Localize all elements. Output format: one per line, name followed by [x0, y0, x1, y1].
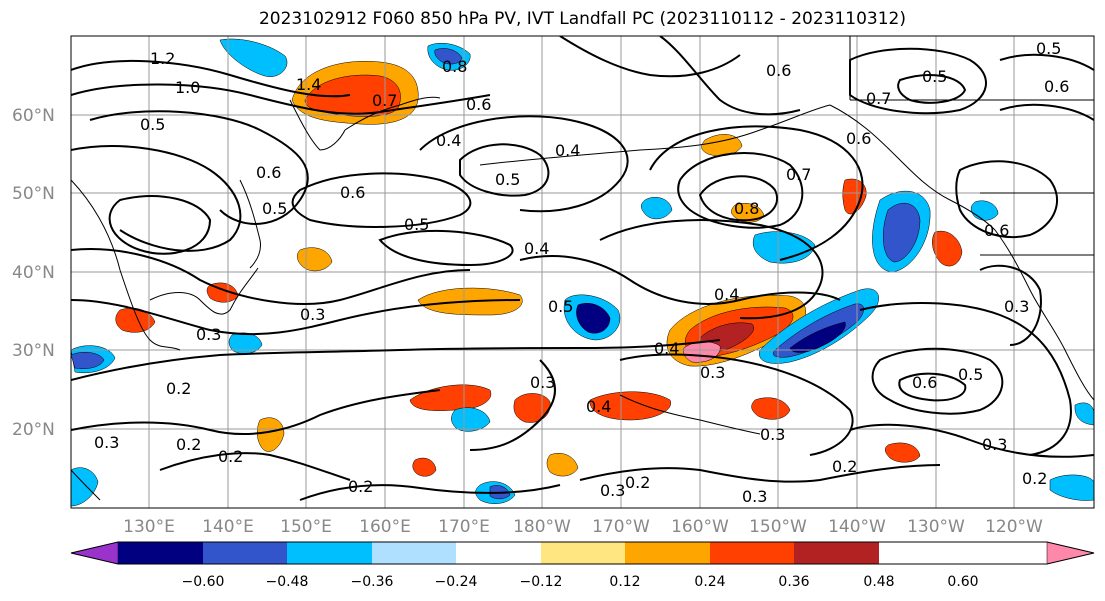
contour-label: 0.3	[982, 435, 1007, 454]
lon-label: 140°W	[828, 517, 886, 537]
longitude-labels: 130°E 140°E 150°E 160°E 170°E 180°W 170°…	[123, 517, 1043, 537]
contour-label: 0.2	[1022, 469, 1047, 488]
contour-label: 0.5	[262, 199, 287, 218]
pv-contours	[71, 36, 1094, 501]
colorbar-tick-label: 0.48	[863, 574, 894, 590]
contour-label: 0.6	[340, 183, 365, 202]
colorbar-tick-label: 0.12	[609, 574, 640, 590]
lon-label: 170°W	[592, 517, 650, 537]
contour-label: 0.6	[256, 163, 281, 182]
contour-label: 0.3	[1004, 297, 1029, 316]
latitude-labels: 60°N 50°N 40°N 30°N 20°N	[12, 106, 55, 440]
contour-label: 0.3	[196, 325, 221, 344]
contour-label: 0.3	[742, 487, 767, 506]
colorbar-segment	[710, 542, 794, 564]
colorbar-segment	[625, 542, 710, 564]
lon-label: 130°E	[123, 517, 175, 537]
lon-label: 120°W	[985, 517, 1043, 537]
lon-label: 160°E	[359, 517, 411, 537]
contour-label: 0.8	[442, 57, 467, 76]
contour-label: 1.2	[150, 49, 175, 68]
colorbar-segment	[794, 542, 879, 564]
lat-label: 40°N	[12, 263, 55, 283]
contour-label: 0.7	[372, 91, 397, 110]
colorbar-tick-label: −0.48	[266, 574, 309, 590]
contour-label: 0.2	[218, 447, 243, 466]
colorbar-segment	[287, 542, 372, 564]
contour-label: 0.3	[530, 373, 555, 392]
lat-label: 20°N	[12, 420, 55, 440]
contour-label: 0.5	[922, 67, 947, 86]
contour-label: 0.4	[586, 397, 611, 416]
colorbar-outline	[70, 541, 1095, 565]
contour-label: 0.6	[846, 129, 871, 148]
colorbar-segment	[541, 542, 625, 564]
lat-label: 30°N	[12, 341, 55, 361]
contour-label: 0.4	[436, 131, 461, 150]
grid-lines	[71, 36, 1094, 508]
contour-label: 0.5	[1036, 39, 1061, 58]
lon-label: 170°E	[438, 517, 490, 537]
contour-label: 0.2	[832, 457, 857, 476]
contour-label: 0.2	[166, 379, 191, 398]
contour-label: 1.0	[175, 78, 200, 97]
colorbar-min-extension	[70, 541, 119, 565]
colorbar-segment	[456, 542, 541, 564]
contour-label: 0.7	[866, 89, 891, 108]
contour-labels: 1.2 1.0 1.4 0.7 0.8 0.6 0.5 0.4 0.6 0.5 …	[94, 39, 1069, 506]
contour-label: 0.4	[714, 285, 739, 304]
contour-label: 0.5	[495, 170, 520, 189]
colorbar-tick-label: −0.60	[182, 574, 225, 590]
contour-label: 0.6	[1044, 77, 1069, 96]
colorbar-segment	[118, 542, 203, 564]
colorbar-tick-label: −0.36	[351, 574, 394, 590]
colorbar-tick-label: 0.24	[694, 574, 725, 590]
contour-label: 0.2	[625, 473, 650, 492]
contour-label: 0.4	[654, 339, 679, 358]
coastlines	[71, 36, 1094, 501]
contour-label: 0.4	[555, 141, 580, 160]
colorbar: −0.60 −0.48 −0.36 −0.24 −0.12 0.12 0.24 …	[70, 541, 1095, 590]
colorbar-max-extension	[1046, 541, 1095, 565]
lon-label: 130°W	[907, 517, 965, 537]
contour-label: 0.3	[94, 433, 119, 452]
lon-label: 150°E	[280, 517, 332, 537]
contour-label: 0.3	[760, 425, 785, 444]
lat-label: 50°N	[12, 184, 55, 204]
contour-label: 0.3	[700, 363, 725, 382]
lon-label: 180°W	[513, 517, 571, 537]
colorbar-tick-label: −0.24	[435, 574, 478, 590]
colorbar-segment	[372, 542, 456, 564]
contour-label: 0.8	[734, 199, 759, 218]
map-area: 1.2 1.0 1.4 0.7 0.8 0.6 0.5 0.4 0.6 0.5 …	[71, 36, 1094, 508]
contour-label: 0.6	[466, 95, 491, 114]
contour-label: 0.2	[176, 435, 201, 454]
contour-label: 0.3	[600, 481, 625, 500]
contour-label: 0.4	[524, 239, 549, 258]
colorbar-segment	[203, 542, 287, 564]
contour-label: 0.2	[348, 477, 373, 496]
contour-label: 0.5	[140, 115, 165, 134]
lon-label: 150°W	[749, 517, 807, 537]
colorbar-tick-label: −0.12	[520, 574, 563, 590]
contour-label: 0.3	[300, 305, 325, 324]
contour-label: 0.6	[912, 373, 937, 392]
lon-label: 160°W	[671, 517, 729, 537]
colorbar-tick-label: 0.36	[778, 574, 809, 590]
map-frame	[70, 35, 1095, 509]
colorbar-tick-label: 0.60	[947, 574, 978, 590]
contour-label: 0.7	[786, 165, 811, 184]
contour-label: 0.5	[404, 215, 429, 234]
contour-label: 0.6	[766, 61, 791, 80]
lat-label: 60°N	[12, 106, 55, 126]
lon-label: 140°E	[202, 517, 254, 537]
contour-label: 0.5	[548, 297, 573, 316]
contour-label: 1.4	[296, 75, 321, 94]
map-title: 2023102912 F060 850 hPa PV, IVT Landfall…	[258, 9, 906, 29]
contour-label: 0.5	[958, 365, 983, 384]
contour-label: 0.6	[984, 221, 1009, 240]
